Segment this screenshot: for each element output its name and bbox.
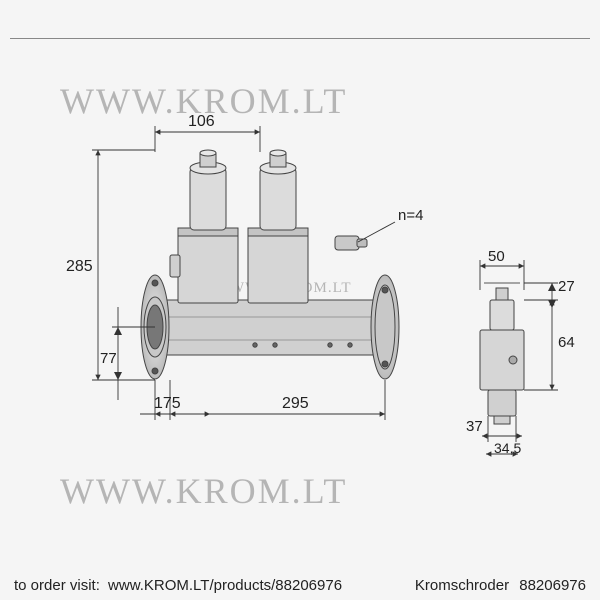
dim-top-spigot: 106 [188, 113, 215, 131]
order-prefix: to order visit: [14, 577, 100, 594]
dim-length: 295 [282, 395, 309, 413]
dim-bolts: n=4 [398, 207, 423, 224]
dim-aux-top: 50 [488, 248, 505, 265]
drawing-svg [0, 0, 600, 600]
footer: to order visit: www.KROM.LT/products/882… [0, 577, 600, 594]
dim-flange-h: 77 [100, 350, 117, 367]
dim-depth: 175 [154, 395, 181, 413]
order-url: www.KROM.LT/products/88206976 [108, 577, 342, 594]
order-line: to order visit: www.KROM.LT/products/882… [14, 577, 342, 594]
dim-aux-w: 37 [466, 418, 483, 435]
dim-height-total: 285 [66, 258, 93, 276]
brand-block: Kromschroder 88206976 [415, 577, 586, 594]
partno-text: 88206976 [519, 577, 586, 594]
dim-aux-h1: 27 [558, 278, 575, 295]
dim-aux-w2: 34,5 [494, 440, 521, 456]
diagram-page: WWW.KROM.LT WWW.KROM.LT WWW.KROM.LT [0, 0, 600, 600]
brand-name: Kromschroder 88206976 [415, 577, 586, 594]
dim-aux-h2: 64 [558, 334, 575, 351]
brand-text: Kromschroder [415, 577, 509, 594]
